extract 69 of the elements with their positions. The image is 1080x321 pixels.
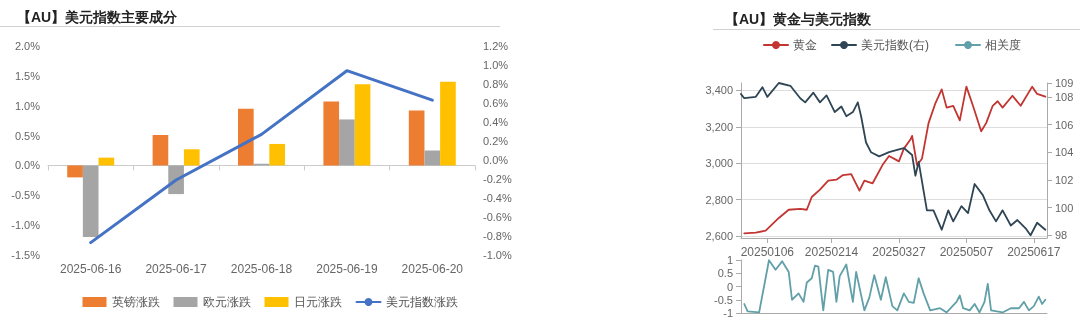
bar: [323, 101, 340, 166]
y-tick-label: 3,400: [705, 84, 733, 97]
y2-tick-label: 100: [1055, 201, 1074, 214]
y2-tick-label: -1.0%: [483, 249, 512, 261]
bar: [408, 110, 425, 166]
legend-label: 黄金: [793, 38, 817, 52]
bar: [82, 165, 99, 238]
y2-tick-label: 98: [1055, 229, 1068, 242]
bar: [339, 119, 355, 166]
y-tick-label: 1: [726, 254, 733, 266]
y2-tick-label: 0.8%: [483, 78, 509, 90]
y-tick-label: -0.5%: [11, 189, 41, 202]
y2-tick-label: 102: [1055, 173, 1074, 186]
y2-tick-label: 0.4%: [483, 116, 509, 128]
x-tick-label: 20250214: [804, 245, 859, 259]
bar: [183, 149, 200, 166]
y-tick-label: -1.0%: [11, 219, 41, 232]
y2-tick-label: -0.4%: [483, 192, 512, 204]
y-tick-label: 0.5%: [14, 129, 41, 142]
y-tick-label: 1.5%: [14, 69, 41, 82]
y2-tick-label: -0.6%: [483, 211, 512, 223]
y-tick-label: 3,000: [705, 157, 733, 170]
y-tick-label: 0: [726, 280, 733, 293]
bar: [440, 81, 456, 166]
legend-label: 日元涨跌: [293, 295, 342, 309]
y2-tick-label: 0.0%: [483, 154, 509, 166]
bar: [354, 84, 371, 166]
y-tick-label: 2.0%: [14, 40, 41, 52]
bar: [238, 108, 254, 166]
y-tick-label: 2,600: [705, 230, 733, 243]
bar: [67, 165, 83, 178]
y2-tick-label: -0.2%: [483, 173, 512, 185]
x-tick-label: 20250327: [872, 245, 926, 259]
y2-tick-label: 109: [1055, 77, 1074, 89]
legend-label: 英镑涨跌: [111, 295, 160, 309]
x-tick-label: 2025-06-19: [316, 262, 378, 276]
legend-label: 美元指数(右): [861, 38, 929, 52]
chart-title: 【AU】黄金与美元指数: [725, 11, 873, 27]
x-tick-label: 2025-06-20: [401, 262, 464, 276]
y2-tick-label: 0.6%: [483, 97, 509, 109]
bar: [424, 150, 441, 166]
x-tick-label: 20250106: [740, 245, 795, 259]
legend-label: 美元指数涨跌: [385, 295, 458, 309]
line-series: [89, 69, 434, 245]
y2-tick-label: 106: [1055, 118, 1074, 131]
y2-tick-label: 1.0%: [483, 59, 509, 71]
y2-tick-label: 104: [1055, 146, 1074, 159]
legend-label: 相关度: [985, 38, 1021, 52]
bar: [152, 134, 169, 166]
y-tick-label: -0.5: [714, 293, 733, 306]
y2-tick-label: 1.2%: [483, 40, 509, 52]
x-tick-label: 2025-06-18: [230, 262, 293, 276]
legend-label: 欧元涨跌: [202, 295, 251, 309]
y-tick-label: 0.0%: [14, 159, 41, 172]
x-tick-label: 20250507: [939, 245, 994, 259]
y-tick-label: 2,800: [705, 193, 733, 206]
chart-title: 【AU】美元指数主要成分: [17, 9, 179, 25]
y2-tick-label: 0.2%: [483, 135, 509, 147]
y-tick-label: 0.5: [717, 267, 733, 280]
y2-tick-label: -0.8%: [483, 230, 512, 242]
y-tick-label: 1.0%: [14, 99, 41, 112]
x-tick-label: 2025-06-17: [145, 262, 208, 276]
y-tick-label: 3,200: [705, 120, 733, 133]
y-tick-label: -1.5%: [11, 249, 41, 261]
x-tick-label: 2025-06-16: [60, 262, 122, 276]
bar: [269, 143, 285, 166]
y2-tick-label: 108: [1055, 90, 1074, 103]
y-tick-label: -1: [723, 307, 733, 319]
x-tick-label: 20250617: [1007, 245, 1061, 259]
